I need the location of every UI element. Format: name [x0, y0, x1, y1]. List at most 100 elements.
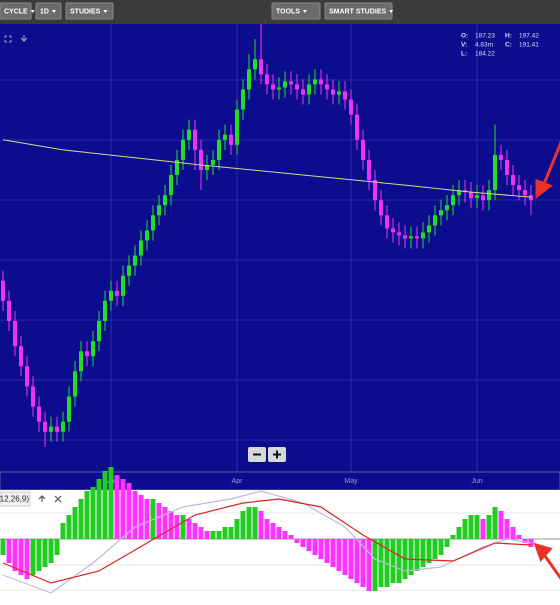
info-value: 184.22 [475, 51, 495, 58]
histogram-bar [6, 539, 12, 563]
candle-body [145, 230, 149, 241]
candle-body [355, 114, 359, 140]
info-label: O: [461, 33, 468, 40]
histogram-bar [432, 539, 438, 559]
toolbar-button-label: STUDIES [70, 8, 101, 15]
histogram-bar [480, 519, 486, 539]
histogram-bar [414, 539, 420, 571]
candle-body [1, 280, 5, 301]
toolbar-button[interactable] [0, 2, 32, 20]
candle-body [37, 406, 41, 422]
candle-body [229, 134, 233, 145]
candle-body [223, 134, 227, 140]
histogram-bar [444, 539, 450, 547]
histogram-bar [300, 539, 306, 547]
candle-body [295, 84, 299, 90]
histogram-bar [366, 539, 372, 591]
histogram-bar [516, 535, 522, 539]
candle-body [505, 159, 509, 176]
histogram-bar [0, 539, 6, 555]
histogram-bar [48, 539, 54, 563]
candle-body [415, 236, 419, 239]
candle-body [331, 89, 335, 95]
candle-body [307, 84, 311, 95]
candle-body [163, 195, 167, 206]
histogram-bar [360, 539, 366, 587]
candle-body [85, 351, 89, 357]
histogram-bar [348, 539, 354, 579]
histogram-bar [42, 539, 48, 567]
candle-body [319, 79, 323, 85]
candle-body [175, 159, 179, 176]
histogram-bar [126, 483, 132, 539]
info-label: H: [505, 33, 512, 40]
candle-body [313, 79, 317, 85]
histogram-bar [156, 503, 162, 539]
x-tick-label: Apr [232, 478, 244, 485]
macd-line [2, 498, 532, 584]
histogram-bar [210, 531, 216, 539]
grid [0, 79, 560, 441]
histogram-bar [492, 507, 498, 539]
dropdown-caret [389, 10, 394, 13]
histogram-bar [66, 515, 72, 539]
toolbar-button-label: SMART STUDIES [329, 8, 387, 15]
candle-body [55, 426, 59, 432]
candle-body [301, 89, 305, 95]
toolbar-button-label: CYCLE [4, 8, 28, 15]
toolbar-button-label: 1D [40, 8, 49, 15]
histogram-bar [60, 523, 66, 539]
candle-body [379, 200, 383, 216]
candle-body [367, 159, 371, 181]
histogram-bar [522, 539, 528, 543]
info-label: C: [505, 42, 512, 49]
candle-body [7, 300, 11, 321]
candle-body [427, 225, 431, 233]
histogram-bar [282, 531, 288, 539]
histogram-bar [174, 515, 180, 539]
toolbar-button[interactable] [35, 2, 62, 20]
candle-body [109, 290, 113, 301]
candle-body [217, 139, 221, 160]
candle-body [253, 59, 257, 70]
zoom-icons [253, 450, 281, 459]
candle-body [469, 192, 473, 199]
histogram-bar [144, 499, 150, 539]
candle-body [61, 421, 65, 432]
info-value: 187.23 [475, 33, 495, 40]
dropdown-caret [30, 10, 35, 13]
histogram-bar [498, 511, 504, 539]
candle-body [247, 69, 251, 90]
candle-body [193, 129, 197, 150]
info-value: 4.83m [475, 42, 493, 49]
candle-body [325, 84, 329, 90]
moving-average [2, 139, 532, 198]
dropdown-caret [51, 10, 56, 13]
macd-controls[interactable] [38, 495, 62, 503]
candle-body [259, 59, 263, 75]
candle-body [79, 351, 83, 372]
annotation-arrows [533, 140, 560, 580]
histogram-bar [204, 531, 210, 539]
candle-body [283, 81, 287, 88]
toolbar-button[interactable] [65, 2, 114, 20]
dropdown-caret [103, 10, 108, 13]
chart-icons[interactable] [4, 35, 28, 43]
histogram-bar [30, 539, 36, 575]
candle-body [481, 195, 485, 201]
histogram-bar [216, 531, 222, 539]
zoom-controls[interactable] [248, 447, 286, 462]
toolbar-button[interactable] [271, 2, 321, 20]
histogram-bar [246, 507, 252, 539]
candle-body [391, 228, 395, 233]
candle-body [271, 84, 275, 90]
macd-title: (12,26,9) [0, 495, 29, 504]
histogram-bar [456, 527, 462, 539]
histogram-bar [222, 527, 228, 539]
histogram-bar [102, 471, 108, 539]
histogram-bar [426, 539, 432, 563]
candle-body [343, 91, 347, 100]
histogram-bar [84, 491, 90, 539]
candle-body [337, 91, 341, 95]
